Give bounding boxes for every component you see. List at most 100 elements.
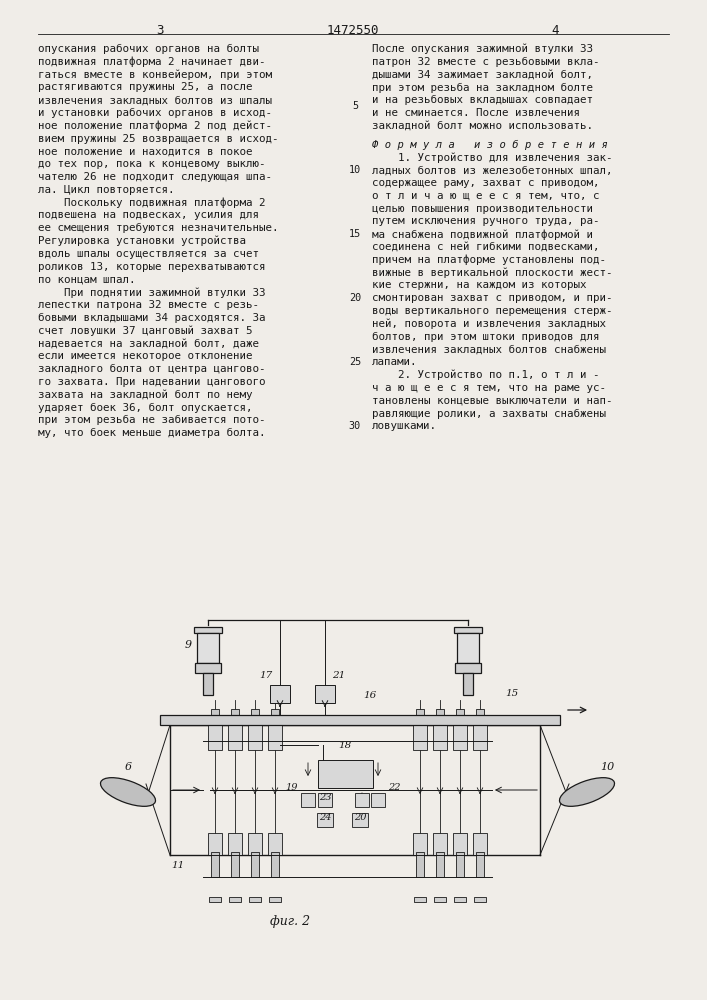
Text: если имеется некоторое отклонение: если имеется некоторое отклонение [38,351,252,361]
Text: 10: 10 [349,165,361,175]
Bar [413,725,427,750]
Text: захвата на закладной болт по нему: захвата на закладной болт по нему [38,390,252,400]
Text: счет ловушки 37 цанговый захват 5: счет ловушки 37 цанговый захват 5 [38,326,252,336]
Text: ударяет боек 36, болт опускается,: ударяет боек 36, болт опускается, [38,402,252,413]
Text: 30: 30 [349,421,361,431]
Bar [197,633,219,663]
Bar [317,813,333,827]
Bar [474,897,486,902]
Bar [249,897,261,902]
Text: 9: 9 [185,640,192,650]
Text: извлечения закладных болтов снабжены: извлечения закладных болтов снабжены [372,344,606,354]
Bar [416,852,424,877]
Bar [248,833,262,855]
Text: и на резьбовых вкладышах совпадает: и на резьбовых вкладышах совпадает [372,95,593,105]
Text: 21: 21 [332,672,346,680]
Bar [476,709,484,725]
Text: ла. Цикл повторяется.: ла. Цикл повторяется. [38,185,175,195]
Text: 16: 16 [363,690,377,700]
Text: му, что боек меньше диаметра болта.: му, что боек меньше диаметра болта. [38,428,266,438]
Text: и установки рабочих органов в исход-: и установки рабочих органов в исход- [38,108,272,118]
Text: до тех пор, пока к концевому выклю-: до тех пор, пока к концевому выклю- [38,159,266,169]
Text: 5: 5 [352,101,358,111]
Text: 10: 10 [600,762,614,772]
Text: закладного болта от центра цангово-: закладного болта от центра цангово- [38,364,266,374]
Bar [231,852,239,877]
Bar [228,725,242,750]
Bar [454,897,466,902]
Bar [455,663,481,673]
Bar [473,833,487,855]
Ellipse shape [559,778,614,806]
Text: гаться вместе в конвейером, при этом: гаться вместе в конвейером, при этом [38,70,272,80]
Bar [436,709,444,725]
Text: Регулировка установки устройства: Регулировка установки устройства [38,236,246,246]
Text: по концам шпал.: по концам шпал. [38,274,136,284]
Text: лапами.: лапами. [372,357,418,367]
Text: 3: 3 [156,24,164,37]
Text: 2. Устройство по п.1, о т л и -: 2. Устройство по п.1, о т л и - [372,370,600,380]
Bar [457,633,479,663]
Bar [251,709,259,725]
Bar [268,833,282,855]
Bar [270,685,290,703]
Bar [436,852,444,877]
Bar [476,852,484,877]
Text: содержащее раму, захват с приводом,: содержащее раму, захват с приводом, [372,178,600,188]
Bar [251,852,259,877]
Text: патрон 32 вместе с резьбовыми вкла-: патрон 32 вместе с резьбовыми вкла- [372,57,600,67]
Bar [269,897,281,902]
Text: ладных болтов из железобетонных шпал,: ладных болтов из железобетонных шпал, [372,165,612,175]
Text: при этом резьба не забивается пото-: при этом резьба не забивается пото- [38,415,266,425]
Bar [315,685,335,703]
Text: 25: 25 [349,357,361,367]
Text: 1. Устройство для извлечения зак-: 1. Устройство для извлечения зак- [372,152,612,163]
Text: при этом резьба на закладном болте: при этом резьба на закладном болте [372,82,593,93]
Bar [473,725,487,750]
Bar [434,897,446,902]
Text: 20: 20 [349,293,361,303]
Text: ней, поворота и извлечения закладных: ней, поворота и извлечения закладных [372,319,606,329]
Bar [318,760,373,788]
Text: ч а ю щ е е с я тем, что на раме ус-: ч а ю щ е е с я тем, что на раме ус- [372,383,606,393]
Bar [456,709,464,725]
Text: ное положение и находится в покое: ное положение и находится в покое [38,146,252,156]
Text: растягиваются пружины 25, а после: растягиваются пружины 25, а после [38,82,252,92]
Text: извлечения закладных болтов из шпалы: извлечения закладных болтов из шпалы [38,95,272,105]
Text: соединена с ней гибкими подвесками,: соединена с ней гибкими подвесками, [372,242,600,252]
Text: воды вертикального перемещения стерж-: воды вертикального перемещения стерж- [372,306,612,316]
Bar [160,715,560,725]
Text: После опускания зажимной втулки 33: После опускания зажимной втулки 33 [372,44,593,54]
Bar [433,833,447,855]
Bar [413,833,427,855]
Text: вием пружины 25 возвращается в исход-: вием пружины 25 возвращается в исход- [38,134,279,144]
Text: вдоль шпалы осуществляется за счет: вдоль шпалы осуществляется за счет [38,249,259,259]
Text: ное положение платформа 2 под дейст-: ное положение платформа 2 под дейст- [38,121,272,131]
Text: и не сминается. После извлечения: и не сминается. После извлечения [372,108,580,118]
Text: чателю 26 не подходит следующая шпа-: чателю 26 не подходит следующая шпа- [38,172,272,182]
Text: 18: 18 [339,742,351,750]
Text: 15: 15 [505,688,518,698]
Bar [453,725,467,750]
Text: тановлены концевые выключатели и нап-: тановлены концевые выключатели и нап- [372,396,612,406]
Text: ее смещения требуются незначительные.: ее смещения требуются незначительные. [38,223,279,233]
Bar [211,852,219,877]
Text: смонтирован захват с приводом, и при-: смонтирован захват с приводом, и при- [372,293,612,303]
Bar [416,709,424,725]
Text: закладной болт можно использовать.: закладной болт можно использовать. [372,121,593,131]
Bar [268,725,282,750]
Bar [271,709,279,725]
Text: 1472550: 1472550 [327,24,379,37]
Text: равляющие ролики, а захваты снабжены: равляющие ролики, а захваты снабжены [372,408,606,419]
Text: го захвата. При надевании цангового: го захвата. При надевании цангового [38,377,266,387]
Text: ма снабжена подвижной платформой и: ма снабжена подвижной платформой и [372,229,593,240]
Text: 6: 6 [124,762,132,772]
Bar [355,793,369,807]
Bar [271,852,279,877]
Text: 17: 17 [259,672,273,680]
Text: Ф о р м у л а   и з о б р е т е н и я: Ф о р м у л а и з о б р е т е н и я [372,140,608,150]
Bar [454,627,482,633]
Text: 20: 20 [354,814,366,822]
Bar [228,833,242,855]
Text: 15: 15 [349,229,361,239]
